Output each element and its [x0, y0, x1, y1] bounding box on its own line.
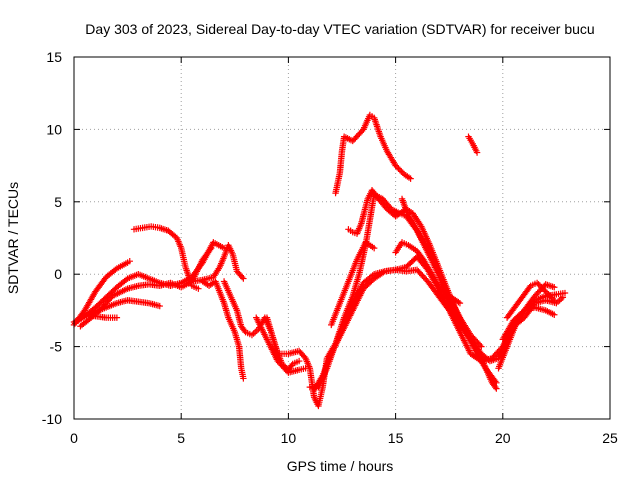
y-tick-label: 0 [54, 266, 62, 282]
data-point [538, 284, 545, 291]
y-tick-label: -10 [42, 411, 62, 427]
data-point [492, 378, 499, 385]
x-tick-label: 15 [388, 430, 404, 446]
data-point [539, 285, 547, 292]
data-point [493, 385, 500, 392]
data-point [551, 297, 558, 304]
data-point [559, 294, 567, 301]
data-point [240, 275, 247, 282]
data-point [240, 375, 247, 382]
series-track-14 [328, 239, 378, 329]
data-point [478, 343, 485, 350]
data-point [492, 383, 499, 391]
data-point [536, 282, 544, 289]
series-track-13 [310, 253, 500, 394]
data-point [407, 175, 414, 182]
data-point [112, 266, 119, 273]
data-point [543, 289, 551, 297]
x-tick-label: 0 [70, 430, 78, 446]
data-point [545, 291, 552, 298]
series-track-10 [253, 314, 309, 376]
data-point [156, 302, 163, 310]
data-point [380, 269, 387, 276]
y-axis-label: SDTVAR / TECUs [5, 182, 21, 294]
chart-title: Day 303 of 2023, Sidereal Day-to-day VTE… [85, 21, 594, 37]
x-tick-label: 25 [602, 430, 618, 446]
data-point [113, 314, 121, 321]
data-point [493, 379, 500, 386]
data-point [476, 341, 484, 349]
data-point [396, 166, 404, 174]
data-point [392, 162, 399, 169]
series-track-16 [345, 187, 500, 386]
plot-area [70, 111, 569, 410]
data-point [456, 299, 464, 307]
data-point [288, 362, 295, 369]
grid [74, 57, 610, 419]
series-track-6 [130, 223, 202, 292]
x-axis-label: GPS time / hours [287, 458, 394, 474]
series-track-15 [332, 111, 414, 197]
series-track-22 [503, 279, 558, 321]
x-tick-label: 5 [177, 430, 185, 446]
data-point [526, 284, 533, 291]
series-track-19 [465, 133, 481, 156]
data-point [546, 292, 554, 300]
data-point [206, 246, 214, 253]
series-track-5 [81, 311, 121, 321]
y-tick-label: 10 [46, 121, 62, 137]
data-point [295, 357, 303, 365]
data-point [122, 276, 130, 283]
data-point [535, 281, 542, 288]
data-point [551, 311, 558, 318]
data-point [126, 257, 133, 265]
data-point [554, 298, 562, 305]
data-point [455, 298, 462, 306]
y-tick-label: 5 [54, 194, 62, 210]
data-point [238, 273, 246, 281]
data-point [541, 286, 548, 294]
data-point [393, 163, 401, 171]
axis-ticks: 0 5 10 15 20 25 -10 -5 0 5 10 15 [42, 49, 618, 446]
y-tick-label: -5 [50, 339, 63, 355]
data-point [395, 165, 402, 172]
x-tick-label: 20 [495, 430, 511, 446]
data-point [398, 168, 405, 175]
y-tick-label: 15 [46, 49, 62, 65]
data-point [358, 127, 366, 135]
data-point [561, 289, 569, 297]
data-point [473, 149, 481, 156]
series-track-8 [199, 278, 247, 382]
data-point [551, 284, 558, 291]
data-point [241, 327, 248, 334]
series-track-7 [188, 242, 247, 285]
data-point [549, 295, 557, 303]
x-tick-label: 10 [281, 430, 297, 446]
data-point [533, 279, 541, 287]
plot-frame [73, 56, 611, 420]
data-point [548, 294, 555, 301]
data-point [250, 330, 257, 337]
data-point [542, 288, 549, 295]
series-track-21 [499, 304, 558, 343]
series-track-18 [392, 239, 464, 307]
data-point [370, 244, 378, 252]
data-point [208, 244, 215, 252]
data-point [195, 285, 202, 292]
